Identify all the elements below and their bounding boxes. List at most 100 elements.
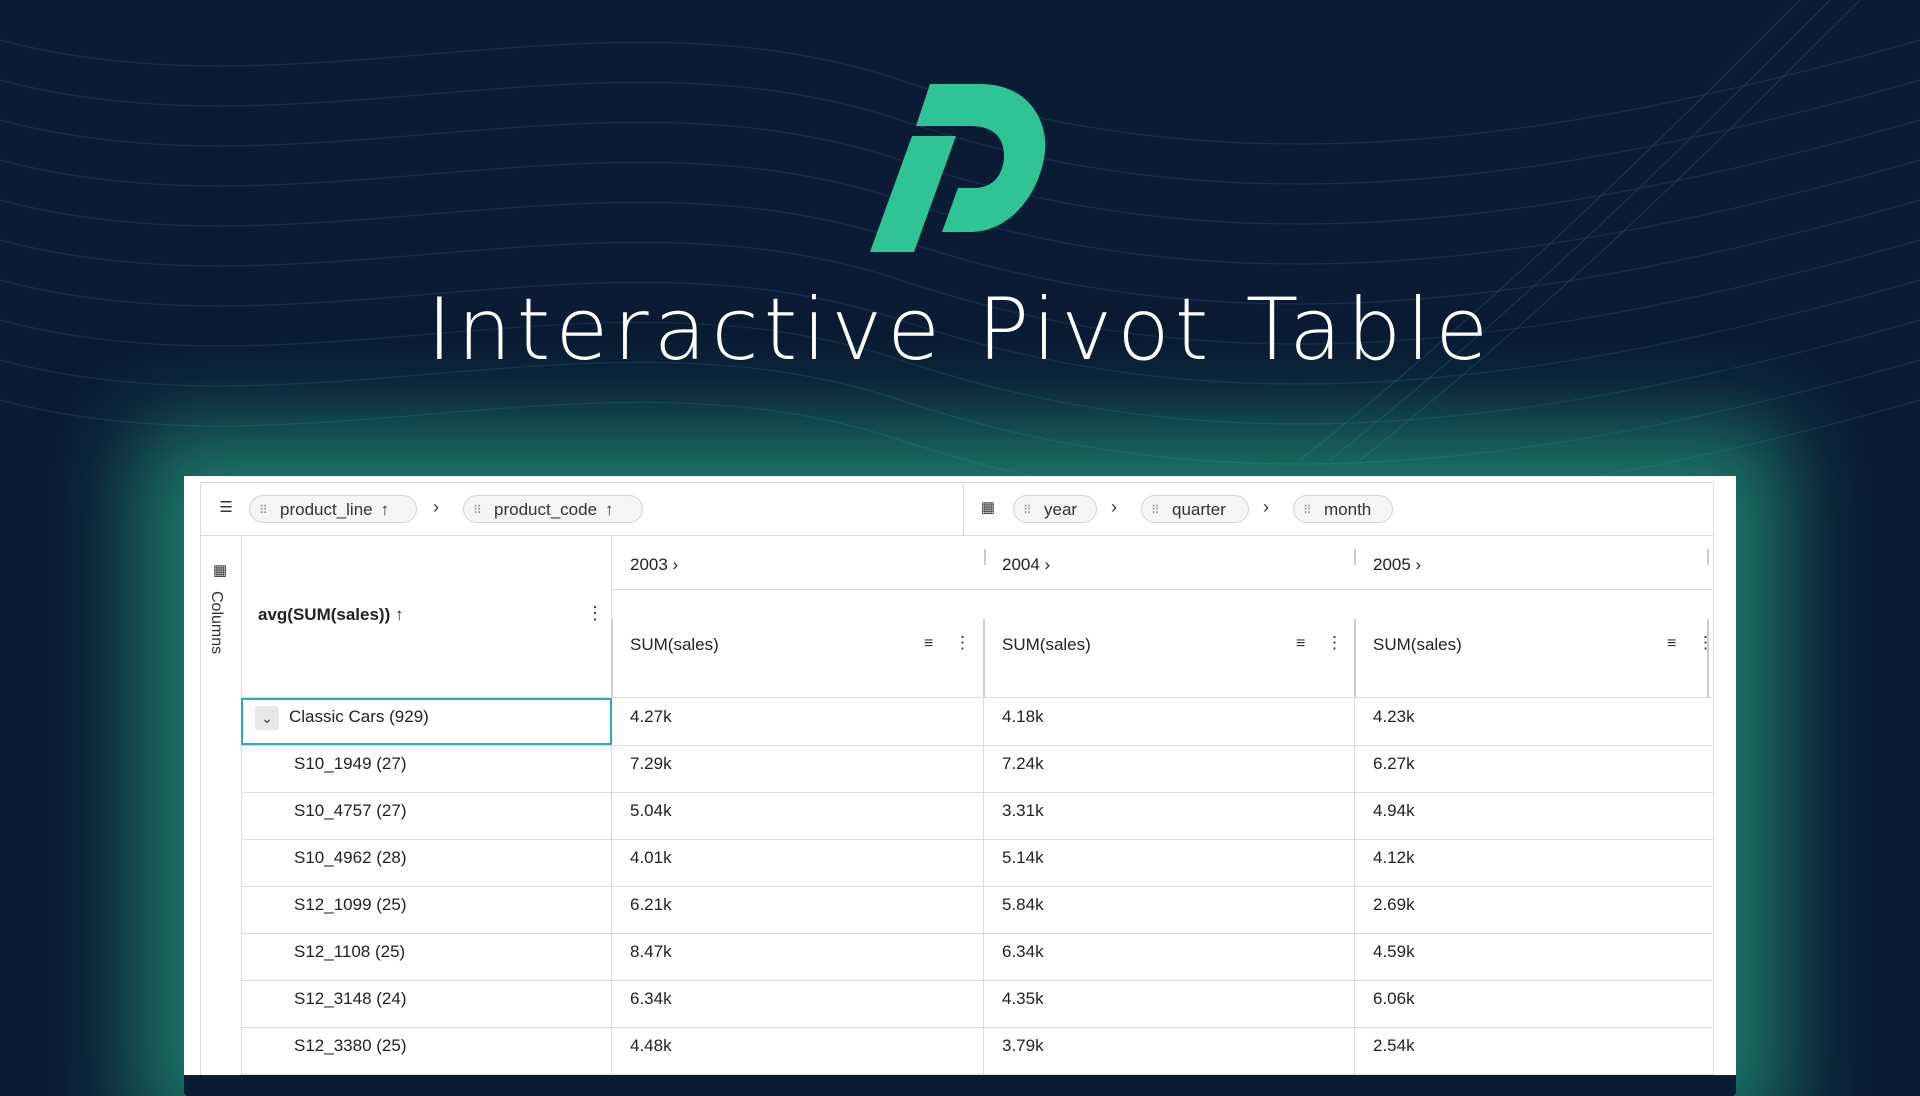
- value-cell[interactable]: 5.14k: [984, 839, 1355, 886]
- metric-header-2004[interactable]: SUM(sales) ≡ ⋮: [984, 590, 1354, 698]
- value-cell[interactable]: 6.34k: [612, 980, 984, 1027]
- row-label: S12_1108 (25): [294, 942, 406, 961]
- cell-value: 6.34k: [1002, 942, 1044, 961]
- row-header-cell[interactable]: S10_4962 (28): [241, 839, 612, 886]
- row-header-cell[interactable]: S12_1099 (25): [241, 886, 612, 933]
- table-row[interactable]: S10_4757 (27) 5.04k 3.31k 4.94k: [241, 792, 1713, 840]
- row-header-cell[interactable]: S10_4757 (27): [241, 792, 612, 839]
- row-label: S12_3380 (25): [294, 1036, 407, 1055]
- value-cell[interactable]: 2.54k: [1355, 1027, 1713, 1074]
- value-cell[interactable]: 7.29k: [612, 745, 984, 792]
- cell-value: 3.79k: [1002, 1036, 1044, 1055]
- value-cell[interactable]: 4.27k: [612, 698, 984, 745]
- row-label: S10_1949 (27): [294, 754, 407, 773]
- grip-icon: ⠿: [259, 503, 268, 517]
- grip-icon: ⠿: [473, 503, 482, 517]
- value-cell[interactable]: 6.34k: [984, 933, 1355, 980]
- value-cell[interactable]: 4.59k: [1355, 933, 1713, 980]
- grip-icon: ⠿: [1023, 503, 1032, 517]
- more-vertical-icon[interactable]: ⋮: [954, 633, 971, 652]
- toolbar-divider: [963, 483, 964, 535]
- year-header-2003[interactable]: 2003 ›: [612, 535, 982, 589]
- pill-label: product_line: [280, 500, 373, 519]
- rows-icon[interactable]: ☰: [219, 499, 233, 516]
- columns-sidebar[interactable]: ▦ Columns: [201, 535, 242, 1075]
- value-cell[interactable]: 3.79k: [984, 1027, 1355, 1074]
- row-header-cell[interactable]: S12_3148 (24): [241, 980, 612, 1027]
- pill-label: year: [1044, 500, 1078, 519]
- row-header-cell[interactable]: S12_1108 (25): [241, 933, 612, 980]
- table-row[interactable]: S10_1949 (27) 7.29k 7.24k 6.27k: [241, 745, 1713, 793]
- more-vertical-icon[interactable]: ⋮: [586, 603, 604, 623]
- row-pill-product-line[interactable]: ⠿ product_line ↑: [249, 495, 417, 523]
- value-cell[interactable]: 6.06k: [1355, 980, 1713, 1027]
- cell-value: 4.12k: [1373, 848, 1415, 867]
- filter-icon[interactable]: ≡: [1667, 635, 1677, 652]
- year-header-2005[interactable]: 2005 ›: [1355, 535, 1713, 589]
- filter-icon[interactable]: ≡: [924, 635, 934, 652]
- pill-label: product_code: [494, 500, 598, 519]
- chevron-right-icon: ›: [1263, 497, 1269, 517]
- row-measure-header[interactable]: avg(SUM(sales)) ↑ ⋮: [241, 535, 612, 698]
- table-row[interactable]: S12_1099 (25) 6.21k 5.84k 2.69k: [241, 886, 1713, 934]
- value-cell[interactable]: 4.01k: [612, 839, 984, 886]
- value-cell[interactable]: 3.31k: [984, 792, 1355, 839]
- sort-arrow-icon: ↑: [605, 500, 614, 519]
- columns-icon: ▦: [213, 562, 228, 579]
- row-label: Classic Cars (929): [289, 707, 429, 726]
- chevron-right-icon: ›: [1111, 497, 1117, 517]
- table-row[interactable]: ⌄ Classic Cars (929) 4.27k 4.18k 4.23k: [241, 698, 1713, 746]
- columns-label: Columns: [208, 591, 225, 655]
- header-divider: [612, 589, 1713, 590]
- cell-value: 8.47k: [630, 942, 672, 961]
- value-cell[interactable]: 7.24k: [984, 745, 1355, 792]
- value-cell[interactable]: 4.18k: [984, 698, 1355, 745]
- more-vertical-icon[interactable]: ⋮: [1326, 633, 1343, 652]
- year-label: 2004 ›: [1002, 555, 1051, 574]
- row-header-cell[interactable]: S10_1949 (27): [241, 745, 612, 792]
- metric-header-2003[interactable]: SUM(sales) ≡ ⋮: [612, 590, 983, 698]
- table-row[interactable]: S10_4962 (28) 4.01k 5.14k 4.12k: [241, 839, 1713, 887]
- metric-label: SUM(sales): [630, 635, 719, 654]
- value-cell[interactable]: 2.69k: [1355, 886, 1713, 933]
- value-cell[interactable]: 6.21k: [612, 886, 984, 933]
- pivot-panel: ☰ ⠿ product_line ↑ › ⠿ product_code ↑ ▦ ⠿ …: [184, 476, 1736, 1075]
- pill-label: quarter: [1172, 500, 1226, 519]
- column-pill-year[interactable]: ⠿ year: [1013, 495, 1097, 523]
- cell-value: 2.69k: [1373, 895, 1415, 914]
- row-label: S12_3148 (24): [294, 989, 407, 1008]
- row-header-cell[interactable]: S12_3380 (25): [241, 1027, 612, 1074]
- row-header-cell[interactable]: ⌄ Classic Cars (929): [241, 698, 612, 745]
- table-icon[interactable]: ▦: [980, 499, 996, 516]
- metric-header-2005[interactable]: SUM(sales) ≡ ⋮: [1355, 590, 1714, 698]
- chevron-down-icon[interactable]: ⌄: [255, 706, 279, 730]
- table-row[interactable]: S12_1108 (25) 8.47k 6.34k 4.59k: [241, 933, 1713, 981]
- filter-icon[interactable]: ≡: [1296, 635, 1306, 652]
- value-cell[interactable]: 6.27k: [1355, 745, 1713, 792]
- value-cell[interactable]: 4.48k: [612, 1027, 984, 1074]
- row-label: S10_4962 (28): [294, 848, 407, 867]
- year-label: 2005 ›: [1373, 555, 1422, 574]
- row-pill-product-code[interactable]: ⠿ product_code ↑: [463, 495, 643, 523]
- value-cell[interactable]: 8.47k: [612, 933, 984, 980]
- cell-value: 3.31k: [1002, 801, 1044, 820]
- row-measure-label: avg(SUM(sales)) ↑: [258, 605, 404, 624]
- column-divider: [1354, 549, 1356, 565]
- table-row[interactable]: S12_3148 (24) 6.34k 4.35k 6.06k: [241, 980, 1713, 1028]
- value-cell[interactable]: 5.84k: [984, 886, 1355, 933]
- value-cell[interactable]: 4.35k: [984, 980, 1355, 1027]
- value-cell[interactable]: 4.23k: [1355, 698, 1713, 745]
- column-pill-quarter[interactable]: ⠿ quarter: [1141, 495, 1249, 523]
- metric-label: SUM(sales): [1002, 635, 1091, 654]
- cell-value: 4.59k: [1373, 942, 1415, 961]
- pill-label: month: [1324, 500, 1372, 519]
- value-cell[interactable]: 5.04k: [612, 792, 984, 839]
- year-header-2004[interactable]: 2004 ›: [984, 535, 1354, 589]
- grip-icon: ⠿: [1151, 503, 1160, 517]
- more-vertical-icon[interactable]: ⋮: [1697, 633, 1714, 652]
- cell-value: 7.24k: [1002, 754, 1044, 773]
- value-cell[interactable]: 4.12k: [1355, 839, 1713, 886]
- column-pill-month[interactable]: ⠿ month: [1293, 495, 1393, 523]
- value-cell[interactable]: 4.94k: [1355, 792, 1713, 839]
- table-row[interactable]: S12_3380 (25) 4.48k 3.79k 2.54k: [241, 1027, 1713, 1075]
